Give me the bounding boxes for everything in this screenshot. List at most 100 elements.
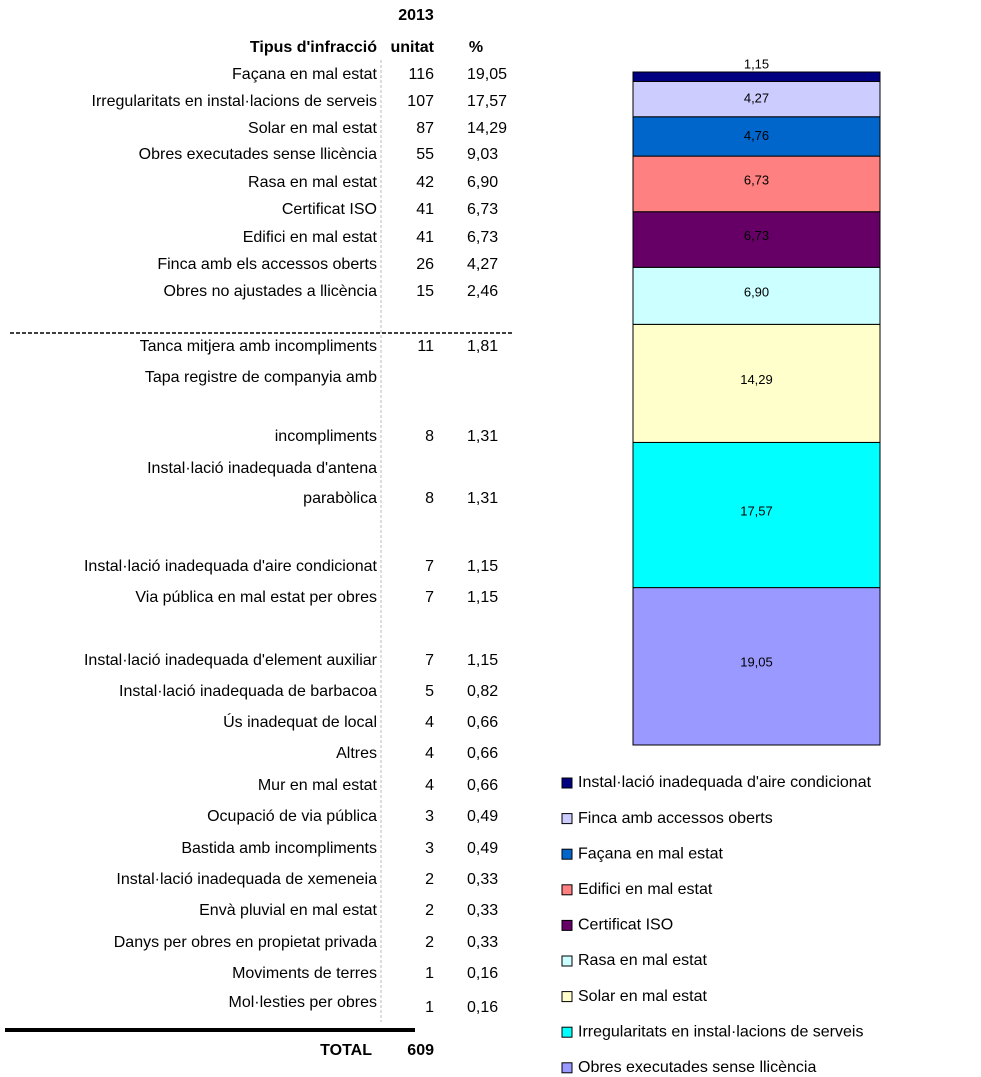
legend-swatch — [561, 884, 573, 896]
row-pct: 1,15 — [467, 558, 498, 575]
row-label: incompliments — [275, 428, 377, 445]
row-unit: 11 — [417, 338, 434, 355]
row-pct: 9,03 — [467, 146, 498, 163]
total-label: TOTAL — [320, 1042, 372, 1059]
row-unit: 41 — [416, 201, 434, 218]
total-value: 609 — [407, 1042, 434, 1059]
legend-label: Certificat ISO — [578, 917, 673, 934]
row-label: Tanca mitjera amb incompliments — [140, 338, 377, 355]
value-label: 14,29 — [740, 372, 773, 387]
row-unit: 8 — [425, 428, 434, 445]
row-pct: 6,90 — [467, 174, 498, 191]
legend-swatch — [561, 955, 573, 967]
row-pct: 1,31 — [467, 428, 498, 445]
bar-segment — [632, 116, 881, 157]
legend-swatch — [561, 848, 573, 860]
value-label: 6,73 — [744, 172, 769, 187]
row-unit: 42 — [416, 174, 434, 191]
legend-label: Solar en mal estat — [578, 988, 708, 1005]
row-pct: 0,33 — [467, 871, 498, 888]
value-label: 6,73 — [744, 228, 769, 243]
row-unit: 3 — [425, 808, 434, 825]
value-label: 4,76 — [744, 128, 769, 143]
row-unit: 1 — [425, 965, 434, 982]
row-unit: 4 — [425, 777, 434, 794]
row-pct: 0,66 — [467, 714, 498, 731]
bar-segment — [632, 71, 881, 83]
row-unit: 5 — [425, 683, 434, 700]
row-unit: 8 — [425, 490, 434, 507]
bar-segment — [632, 587, 881, 746]
row-label: Moviments de terres — [232, 965, 377, 982]
row-label: Instal·lació inadequada de xemeneia — [116, 871, 377, 888]
row-unit: 55 — [416, 146, 434, 163]
row-label: Rasa en mal estat — [248, 174, 378, 191]
row-pct: 6,73 — [467, 201, 498, 218]
row-pct: 0,49 — [467, 840, 498, 857]
header-unit: unitat — [390, 39, 434, 56]
row-label: Edifici en mal estat — [243, 229, 378, 246]
legend-swatch — [561, 1062, 573, 1074]
header-label: Tipus d'infracció — [250, 39, 377, 56]
row-label: Mur en mal estat — [258, 777, 378, 794]
legend-swatch — [561, 919, 573, 931]
row-label: Ús inadequat de local — [223, 712, 377, 731]
legend-label: Irregularitats en instal·lacions de serv… — [578, 1023, 863, 1040]
row-pct: 0,82 — [467, 683, 498, 700]
row-label: Instal·lació inadequada d'antena — [147, 460, 377, 477]
value-label: 17,57 — [740, 503, 773, 518]
row-pct: 0,49 — [467, 808, 498, 825]
value-label: 6,90 — [744, 284, 769, 299]
row-pct: 4,27 — [467, 256, 498, 273]
row-unit: 1 — [425, 999, 434, 1016]
row-label: Envà pluvial en mal estat — [199, 902, 377, 919]
legend-swatch — [561, 777, 573, 789]
row-pct: 0,66 — [467, 777, 498, 794]
bar-segment — [632, 266, 881, 325]
row-pct: 2,46 — [467, 283, 498, 300]
legend-label: Rasa en mal estat — [578, 952, 708, 969]
legend-swatch — [561, 813, 573, 825]
legend-swatch — [561, 1026, 573, 1038]
row-label: Irregularitats en instal·lacions de serv… — [92, 93, 377, 110]
bar-segment — [632, 155, 881, 213]
row-label: Certificat ISO — [282, 201, 377, 218]
legend-swatch — [561, 991, 573, 1003]
row-pct: 1,81 — [467, 338, 498, 355]
year-header: 2013 — [398, 7, 434, 24]
value-label: 4,27 — [744, 91, 769, 106]
value-label: 19,05 — [740, 655, 773, 670]
row-label: Danys per obres en propietat privada — [114, 934, 377, 951]
bar-segment — [632, 81, 881, 118]
legend-label: Instal·lació inadequada d'aire condicion… — [578, 774, 872, 791]
legend-label: Finca amb accessos oberts — [578, 810, 773, 827]
row-label: Bastida amb incompliments — [181, 840, 377, 857]
row-pct: 0,66 — [467, 745, 498, 762]
header-pct: % — [469, 39, 483, 56]
row-pct: 0,16 — [467, 965, 498, 982]
row-pct: 1,15 — [467, 589, 498, 606]
row-unit: 7 — [425, 589, 434, 606]
row-unit: 116 — [408, 66, 434, 83]
row-unit: 2 — [425, 871, 434, 888]
row-label: Finca amb els accessos oberts — [157, 256, 377, 273]
row-label: Façana en mal estat — [232, 66, 378, 83]
row-unit: 15 — [416, 283, 434, 300]
row-pct: 17,57 — [467, 93, 507, 110]
row-unit: 2 — [425, 902, 434, 919]
row-label: Instal·lació inadequada de barbacoa — [119, 683, 377, 700]
bar-segment — [632, 211, 881, 268]
row-label: Tapa registre de companyia amb — [145, 369, 377, 386]
row-label: Via pública en mal estat per obres — [135, 589, 377, 606]
row-unit: 2 — [425, 934, 434, 951]
row-unit: 3 — [425, 840, 434, 857]
row-label: Instal·lació inadequada d'aire condicion… — [84, 558, 378, 575]
row-label: Mol·lesties per obres — [229, 994, 378, 1011]
row-unit: 26 — [416, 256, 434, 273]
row-unit: 107 — [407, 93, 434, 110]
row-unit: 4 — [425, 745, 434, 762]
row-pct: 14,29 — [467, 120, 507, 137]
row-label: parabòlica — [303, 490, 377, 507]
row-label: Solar en mal estat — [248, 120, 378, 137]
